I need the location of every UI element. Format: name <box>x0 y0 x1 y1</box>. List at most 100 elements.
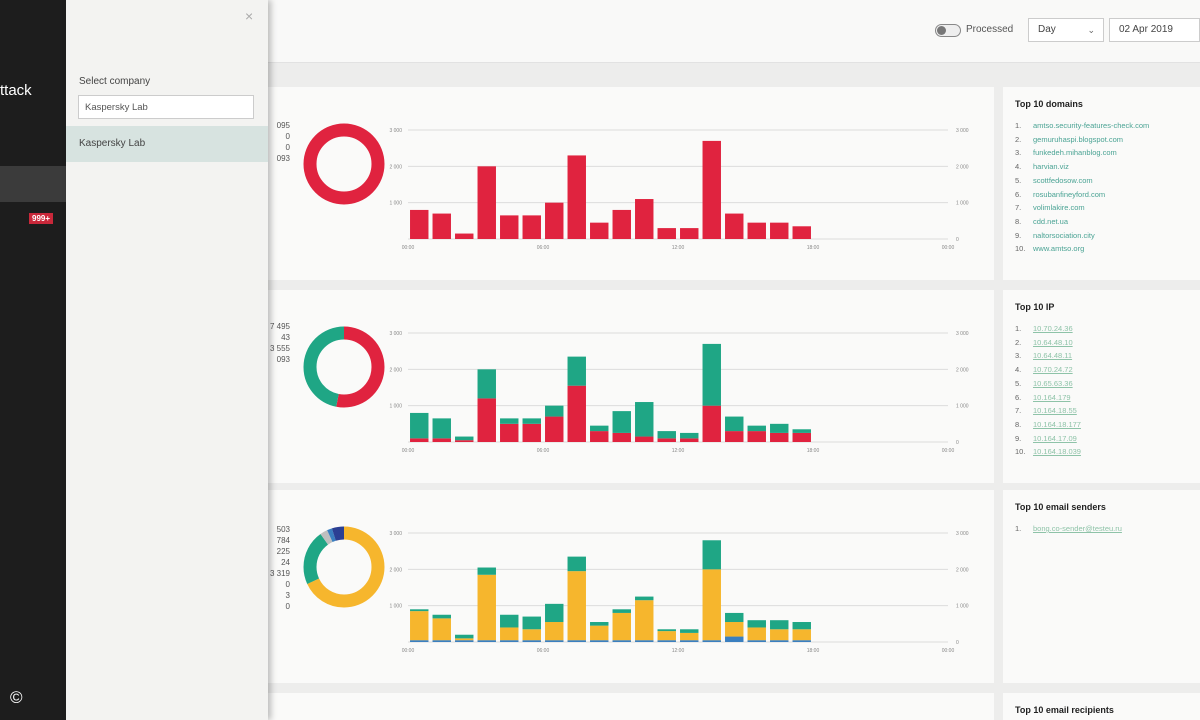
bar <box>545 202 564 239</box>
bar <box>545 405 564 417</box>
domain-link[interactable]: funkedeh.mihanblog.com <box>1033 148 1117 158</box>
bar <box>545 640 564 642</box>
company-search-input[interactable] <box>78 95 254 119</box>
bar <box>477 567 496 575</box>
domain-link[interactable]: www.amtso.org <box>1033 244 1085 254</box>
legend-value: 093 <box>276 355 290 364</box>
legend-value: 43 <box>281 333 290 342</box>
bar <box>792 432 811 442</box>
legend-value: 7 495 <box>269 322 290 331</box>
list-item[interactable]: 1. 10.70.24.36 <box>1015 322 1081 336</box>
list-item[interactable]: 7. 10.164.18.55 <box>1015 404 1081 418</box>
legend-value: 3 319 <box>269 569 290 578</box>
top-recipients-title: Top 10 email recipients <box>1015 705 1114 715</box>
x-tick: 18:00 <box>807 245 820 251</box>
bar <box>612 432 631 442</box>
bar <box>612 612 631 641</box>
bar <box>455 440 474 442</box>
ip-link[interactable]: 10.164.17.09 <box>1033 433 1077 443</box>
date-picker[interactable]: 02 Apr 2019 <box>1109 18 1200 42</box>
list-item[interactable]: 7. volimlakire.com <box>1015 201 1149 215</box>
bar <box>747 431 766 442</box>
ip-link[interactable]: 10.164.18.55 <box>1033 406 1077 416</box>
bar <box>725 636 744 642</box>
sender-link[interactable]: bong.co-sender@testeu.ru <box>1033 524 1122 533</box>
domain-link[interactable]: volimlakire.com <box>1033 203 1085 213</box>
bar <box>725 431 744 442</box>
list-item[interactable]: 2. 10.64.48.10 <box>1015 336 1081 350</box>
bar <box>635 640 654 642</box>
processed-label: Processed <box>966 24 1014 35</box>
domain-link[interactable]: scottfedosow.com <box>1033 175 1093 185</box>
bar <box>567 556 586 572</box>
domain-link[interactable]: cdd.net.ua <box>1033 216 1069 226</box>
bar <box>545 416 564 442</box>
top-domains-title: Top 10 domains <box>1015 99 1083 109</box>
bar <box>657 431 676 439</box>
bar <box>567 571 586 641</box>
bar <box>477 369 496 399</box>
bar <box>792 629 811 641</box>
list-item[interactable]: 1. bong.co-sender@testeu.ru <box>1015 522 1122 536</box>
bar <box>432 213 451 239</box>
ip-link[interactable]: 10.70.24.36 <box>1033 324 1073 333</box>
company-option[interactable]: Kaspersky Lab <box>66 126 268 162</box>
list-item[interactable]: 3. funkedeh.mihanblog.com <box>1015 146 1149 160</box>
list-item[interactable]: 9. naltorsociation.city <box>1015 229 1149 243</box>
list-item[interactable]: 4. 10.70.24.72 <box>1015 363 1081 377</box>
bar <box>747 222 766 239</box>
bar <box>545 622 564 641</box>
processed-toggle[interactable] <box>935 24 961 37</box>
ip-link[interactable]: 10.70.24.72 <box>1033 365 1073 375</box>
ip-link[interactable]: 10.64.48.11 <box>1033 351 1073 361</box>
list-item[interactable]: 3. 10.64.48.11 <box>1015 349 1081 363</box>
x-tick: 12:00 <box>672 648 685 654</box>
bar <box>770 640 789 642</box>
rank: 1. <box>1015 324 1022 333</box>
copyright-icon: © <box>10 688 23 707</box>
bar <box>657 228 676 239</box>
domain-link[interactable]: amtso.security-features-check.com <box>1033 121 1150 130</box>
x-tick: 06:00 <box>537 648 550 654</box>
list-item[interactable]: 1. amtso.security-features-check.com <box>1015 119 1149 133</box>
list-item[interactable]: 5. 10.65.63.36 <box>1015 377 1081 391</box>
bar <box>432 438 451 442</box>
ip-link[interactable]: 10.164.179 <box>1033 392 1071 402</box>
list-item[interactable]: 2. gemuruhaspi.blogspot.com <box>1015 133 1149 147</box>
select-company-label: Select company <box>79 76 151 87</box>
y-tick-left: 2 000 <box>389 367 402 373</box>
bar <box>567 640 586 642</box>
bar <box>590 622 609 626</box>
domain-link[interactable]: naltorsociation.city <box>1033 230 1095 240</box>
list-item[interactable]: 9. 10.164.17.09 <box>1015 432 1081 446</box>
bar <box>635 436 654 442</box>
domain-link[interactable]: gemuruhaspi.blogspot.com <box>1033 134 1124 144</box>
list-item[interactable]: 5. scottfedosow.com <box>1015 174 1149 188</box>
list-item[interactable]: 10. www.amtso.org <box>1015 242 1149 256</box>
list-item[interactable]: 10. 10.164.18.039 <box>1015 445 1081 459</box>
list-item[interactable]: 8. cdd.net.ua <box>1015 215 1149 229</box>
domain-link[interactable]: rosubanfineyford.com <box>1033 189 1106 199</box>
ip-link[interactable]: 10.65.63.36 <box>1033 378 1073 388</box>
list-item[interactable]: 6. rosubanfineyford.com <box>1015 188 1149 202</box>
domain-link[interactable]: harvian.viz <box>1033 162 1069 172</box>
list-item[interactable]: 8. 10.164.18.177 <box>1015 418 1081 432</box>
nav-item-active[interactable] <box>0 166 66 202</box>
rank: 5. <box>1015 175 1022 185</box>
list-item[interactable]: 6. 10.164.179 <box>1015 391 1081 405</box>
close-icon[interactable]: × <box>245 8 254 24</box>
bar <box>500 423 519 442</box>
bar <box>500 418 519 424</box>
bar <box>702 140 721 239</box>
x-tick: 00:00 <box>402 448 415 454</box>
ip-link[interactable]: 10.64.48.10 <box>1033 337 1073 347</box>
y-tick-left: 1 000 <box>389 201 402 207</box>
list-item[interactable]: 4. harvian.viz <box>1015 160 1149 174</box>
chart-panel-2: 7 495 43 3 555 093 3 000 3 000 2 000 2 000 1… <box>268 290 994 483</box>
x-tick: 18:00 <box>807 448 820 454</box>
ip-link[interactable]: 10.164.18.177 <box>1033 419 1081 429</box>
x-tick: 00:00 <box>942 448 955 454</box>
period-select[interactable]: Day ⌄ <box>1028 18 1104 42</box>
ip-link[interactable]: 10.164.18.039 <box>1033 447 1081 457</box>
